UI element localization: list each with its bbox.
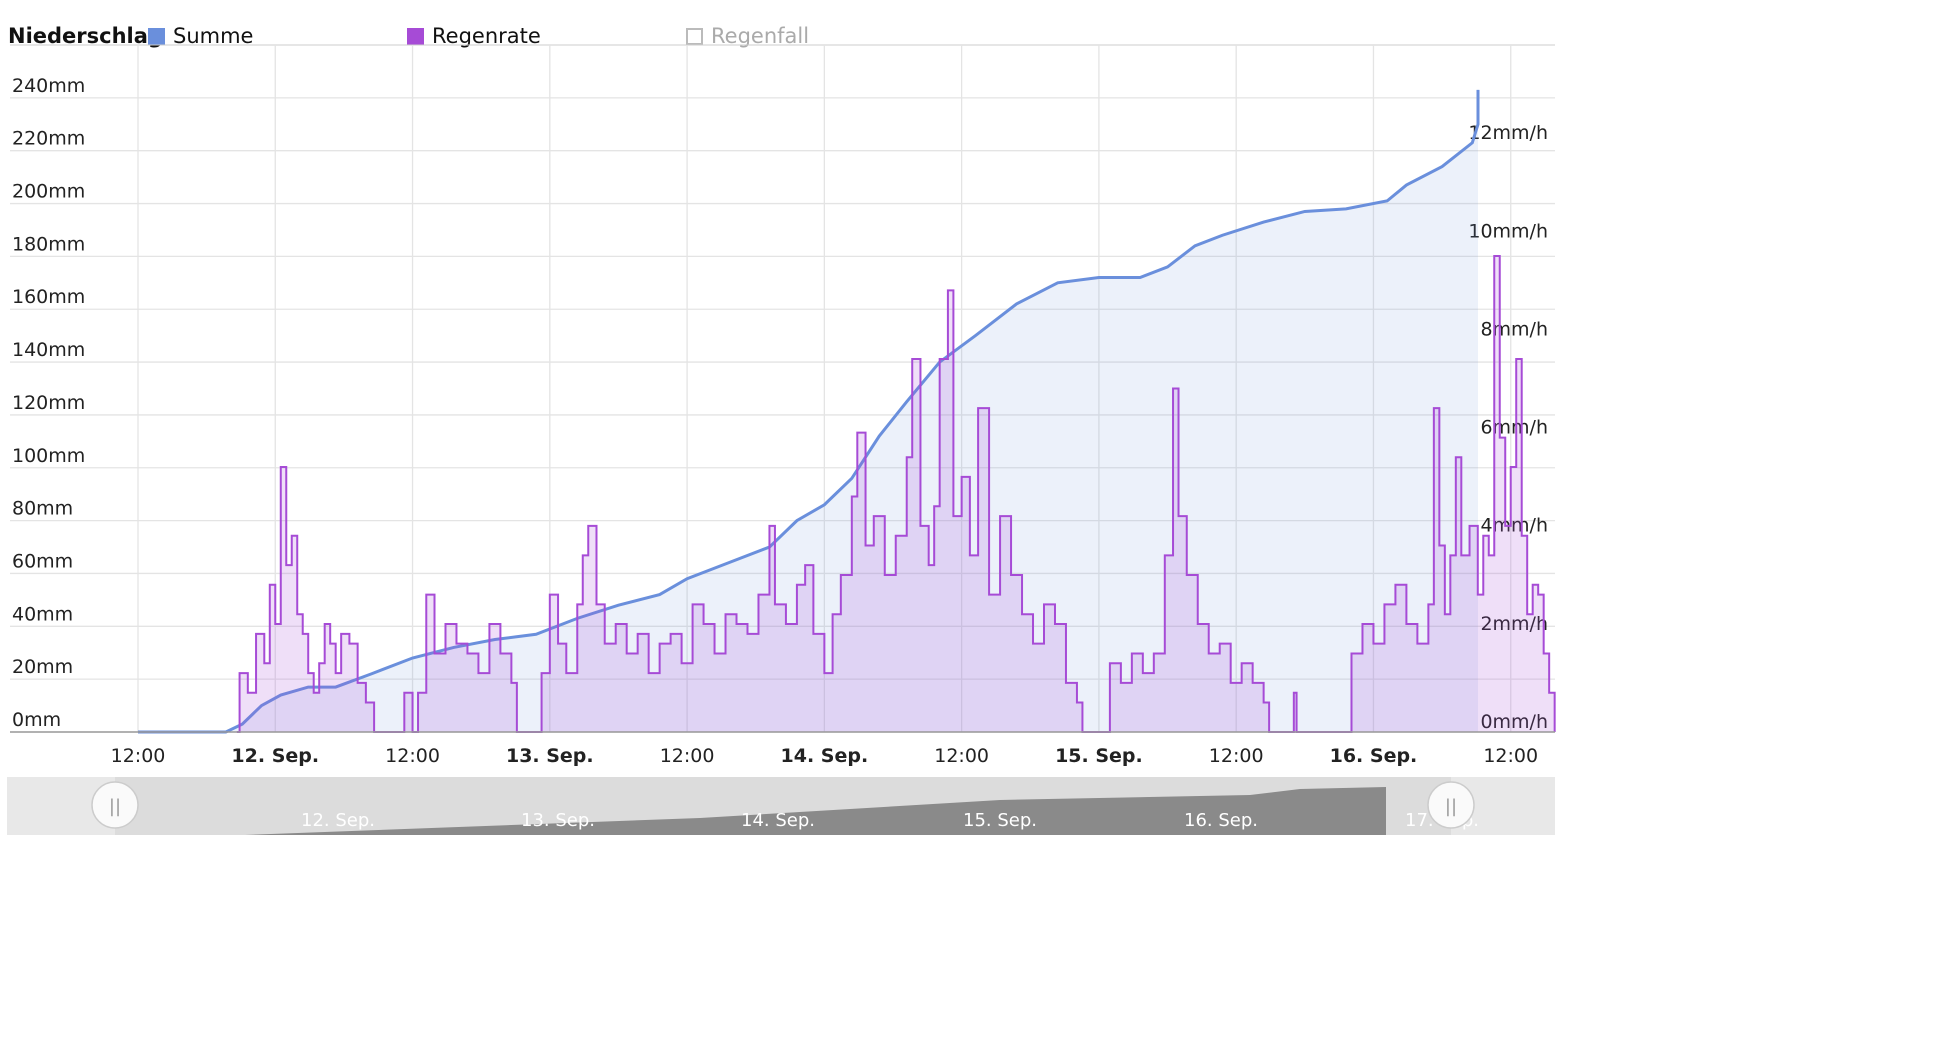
y-left-tick-label: 20mm	[12, 656, 73, 678]
handle-grip: ||	[1445, 796, 1457, 817]
y-right-tick-label: 4mm/h	[1480, 515, 1548, 537]
navigator-label: 12. Sep.	[301, 810, 375, 831]
x-tick-label: 12:00	[934, 745, 989, 767]
regenrate-area	[236, 256, 1555, 732]
chart-legend: Niederschlag Summe Regenrate Regenfall	[0, 0, 1957, 60]
legend-label-summe: Summe	[173, 24, 254, 48]
x-tick-label: 12:00	[660, 745, 715, 767]
y-left-tick-label: 140mm	[12, 339, 85, 361]
legend-title: Niederschlag	[8, 24, 163, 48]
x-tick-label: 15. Sep.	[1055, 745, 1143, 767]
legend-swatch-regenrate	[407, 27, 424, 45]
legend-item-summe[interactable]: Summe	[148, 24, 253, 48]
y-right-tick-label: 0mm/h	[1480, 711, 1548, 733]
navigator-right-handle[interactable]: ||	[1427, 781, 1475, 829]
x-tick-label: 12:00	[1483, 745, 1538, 767]
y-right-tick-label: 2mm/h	[1480, 613, 1548, 635]
legend-label-regenrate: Regenrate	[432, 24, 541, 48]
y-left-tick-label: 40mm	[12, 603, 73, 625]
y-right-tick-label: 8mm/h	[1480, 318, 1548, 340]
summe-area	[138, 89, 1478, 732]
y-left-tick-label: 100mm	[12, 445, 85, 467]
handle-circle	[1427, 781, 1475, 829]
y-right-tick-label: 10mm/h	[1468, 220, 1548, 242]
y-left-tick-label: 120mm	[12, 392, 85, 414]
y-right-tick-label: 12mm/h	[1468, 122, 1548, 144]
legend-label-regenfall: Regenfall	[711, 24, 810, 48]
legend-swatch-regenfall	[686, 27, 703, 45]
handle-circle	[91, 781, 139, 829]
navigator-label: 16. Sep.	[1184, 810, 1258, 831]
navigator-series-area	[245, 787, 1386, 835]
regenrate-line	[236, 255, 1556, 733]
x-tick-label: 12. Sep.	[231, 745, 319, 767]
x-tick-label: 12:00	[1209, 745, 1264, 767]
y-left-tick-label: 160mm	[12, 286, 85, 308]
legend-swatch-summe	[148, 27, 165, 45]
navigator-label: 14. Sep.	[741, 810, 815, 831]
legend-item-regenfall[interactable]: Regenfall	[686, 24, 809, 48]
navigator: 12. Sep. 13. Sep. 14. Sep. 15. Sep. 16. Sep.…	[7, 777, 1555, 835]
legend-item-regenrate[interactable]: Regenrate	[407, 24, 541, 48]
x-tick-label: 13. Sep.	[506, 745, 594, 767]
y-left-tick-label: 80mm	[12, 498, 73, 520]
y-left-tick-label: 240mm	[12, 75, 85, 97]
navigator-left-handle[interactable]: ||	[91, 781, 139, 829]
navigator-label: 15. Sep.	[963, 810, 1037, 831]
x-tick-label: 16. Sep.	[1330, 745, 1418, 767]
y-left-tick-label: 0mm	[12, 709, 61, 731]
y-left-tick-label: 180mm	[12, 233, 85, 255]
y-left-tick-label: 60mm	[12, 550, 73, 572]
y-right-tick-label: 6mm/h	[1480, 417, 1548, 439]
x-tick-label: 12:00	[111, 745, 166, 767]
x-tick-label: 12:00	[385, 745, 440, 767]
y-left-tick-label: 220mm	[12, 128, 85, 150]
y-left-tick-label: 200mm	[12, 181, 85, 203]
x-tick-label: 14. Sep.	[781, 745, 869, 767]
handle-grip: ||	[109, 796, 121, 817]
navigator-label: 13. Sep.	[521, 810, 595, 831]
